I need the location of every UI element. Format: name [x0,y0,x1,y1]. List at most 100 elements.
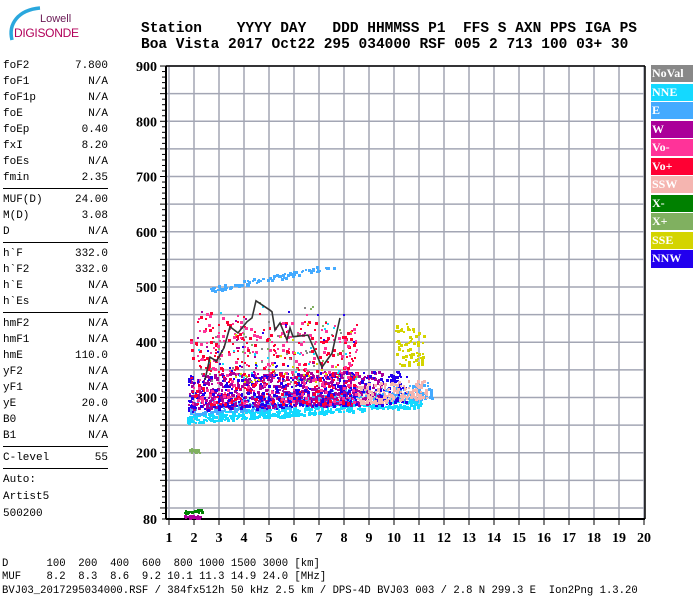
echo-point-nne [268,416,271,419]
echo-point-vo [217,345,220,348]
echo-point-sparse [356,324,358,326]
echo-point-nnw [280,382,283,385]
echo-point-sparse [306,352,308,354]
footer-file-line: BVJ03_2017295034000.RSF / 384fx512h 50 k… [2,585,638,597]
echo-point-w [331,384,334,387]
echo-point-ssw [367,402,369,404]
echo-point-e [293,271,296,274]
echo-point-nnw [195,407,197,409]
echo-point-nne [330,410,332,412]
param-value: 3.08 [81,210,108,222]
echo-point-sparse [200,368,202,370]
echo-point-vo [228,353,231,356]
echo-point-nnw [285,404,288,407]
echo-point-sparse [261,348,263,350]
echo-point-w [359,383,361,385]
param-row: foE N/A [3,106,108,122]
echo-point-e [423,384,426,387]
echo-point-nne [198,419,200,421]
echo-point-vo [292,351,295,354]
echo-point-vo [349,355,351,357]
echo-point-e [240,410,243,413]
echo-point-nne [278,409,280,411]
echo-point-e [349,398,352,401]
echo-point-sparse [271,372,273,374]
echo-point-vo [277,348,279,350]
echo-point-ssw [371,391,373,393]
echo-point-w [209,400,212,403]
echo-point-nnw [394,401,397,404]
echo-point-nne [342,406,345,409]
echo-point-ssw [383,391,385,393]
echo-point-nnw [304,389,307,392]
echo-point-nnw [347,399,349,401]
echo-point-nnw [349,394,352,397]
echo-point-w [318,403,320,405]
echo-point-w [215,375,217,377]
echo-point-e [285,396,287,398]
echo-point-w [368,378,370,380]
echo-point-nnw [240,407,243,410]
echo-point-nnw [204,408,206,410]
echo-point-nne [350,407,353,410]
echo-point-ssw [374,400,377,403]
echo-point-vo [323,351,326,354]
echo-point-nnw [298,378,301,381]
echo-point-sparse [272,369,274,371]
echo-point-sparse [199,379,201,381]
echo-point-e [283,396,285,398]
echo-point-e [241,284,244,287]
echo-point-nne [417,406,420,409]
echo-point-nnw [333,405,336,408]
echo-point-w [339,372,342,375]
echo-point-vo [227,389,230,392]
echo-point-vo [198,384,201,387]
echo-point-sparse [290,381,292,383]
echo-point-nne [333,411,335,413]
echo-point-vo [347,384,350,387]
echo-point-e [393,399,396,402]
echo-point-e [234,410,237,413]
echo-point-w [188,404,190,406]
x-tick-label: 6 [291,531,298,546]
echo-point-nnw [262,392,265,395]
echo-point-w [307,378,310,381]
echo-point-w [338,389,340,391]
echo-point-nne [232,419,235,422]
echo-point-nne [321,410,324,413]
separator [3,468,108,469]
echo-point-vo [192,391,194,393]
echo-point-sparse [242,346,244,348]
echo-point-w [366,392,369,395]
echo-point-vo [282,363,285,366]
echo-point-ssw [369,398,372,401]
echo-point-nne [227,411,229,413]
echo-point-nne [250,414,253,417]
echo-point-w [213,396,215,398]
echo-point-vo [288,348,290,350]
echo-point-nne [382,407,385,410]
echo-point-vo [267,363,270,366]
echo-point-nnw [236,405,238,407]
y-tick-label: 300 [136,391,157,406]
echo-point-nnw [210,376,213,379]
echo-point-e [326,267,329,270]
echo-point-nne [368,404,371,407]
echo-point-nnw [266,401,269,404]
echo-point-sparse [343,314,345,316]
echo-point-nnw [315,404,318,407]
echo-point-w [230,383,233,386]
echo-point-sparse [355,378,357,380]
echo-point-vo [241,402,243,404]
echo-point-nnw [398,383,401,386]
echo-point-sparse [316,363,318,365]
param-row: B1 N/A [3,428,108,444]
echo-point-e [395,387,398,390]
echo-point-ssw [378,388,380,390]
echo-point-nnw [342,404,345,407]
echo-point-vo [215,401,218,404]
echo-point-vo [206,357,209,360]
echo-point-nne [309,413,311,415]
echo-point-vo [202,402,204,404]
echo-point-e [303,403,306,406]
